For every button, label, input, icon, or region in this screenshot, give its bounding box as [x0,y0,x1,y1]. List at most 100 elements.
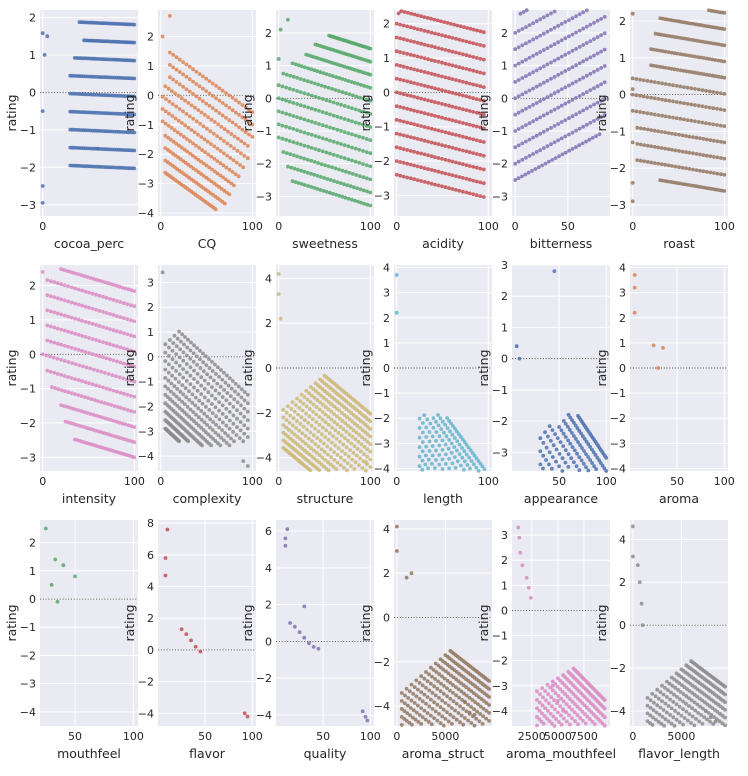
data-point [638,110,642,114]
data-point [187,389,191,394]
data-point [693,103,697,107]
data-point [419,690,424,694]
data-point [660,81,664,86]
data-point [349,197,354,202]
data-point [178,389,183,394]
data-point [422,692,427,697]
data-point [111,358,116,363]
data-point [476,459,481,463]
data-point [313,147,318,151]
data-point [722,43,727,48]
data-point [206,381,211,386]
data-point [170,373,175,378]
data-point [430,691,435,695]
data-point [434,458,438,462]
data-point [411,715,415,720]
data-point [430,444,435,448]
data-point [172,128,177,133]
data-point [639,601,644,606]
data-point [663,717,668,722]
data-point [434,448,438,453]
data-point [310,417,315,421]
data-point [553,156,558,161]
data-point [76,302,81,307]
data-point [528,596,533,600]
data-point [349,80,354,84]
data-point [537,709,542,713]
data-point [665,710,669,715]
data-point [215,146,220,151]
data-point [513,63,518,68]
data-point [422,83,427,88]
data-point [705,170,709,174]
data-point [302,143,307,148]
data-point [132,425,137,429]
data-point [199,172,204,176]
data-point [481,706,486,711]
data-point [454,105,458,110]
data-point [171,341,176,345]
data-point [687,167,692,171]
data-point [521,10,526,14]
data-point [447,466,451,471]
data-point [398,118,403,123]
data-point [574,437,578,441]
data-point [298,77,303,81]
data-point [211,420,216,424]
data-point [45,34,50,39]
data-point [666,66,671,71]
data-point [684,134,688,138]
data-point [516,176,521,181]
y-tick-label: 1 [383,337,390,350]
x-tick-label: 50 [552,475,566,488]
data-point [338,463,343,467]
data-point [201,74,205,79]
data-point [541,453,546,458]
data-point [125,347,130,352]
data-point [398,132,403,137]
data-point [649,79,653,84]
data-point [106,417,110,421]
data-point [538,692,542,697]
y-axis-label: rating [4,604,19,641]
data-point [346,196,351,201]
data-point [331,113,336,118]
data-point [224,103,228,108]
data-point [480,722,485,726]
data-point [670,147,674,152]
y-tick-label: 0 [383,362,390,375]
data-point [451,683,455,687]
data-point [357,121,362,126]
data-point [204,363,209,367]
data-point [55,356,60,361]
data-point [49,583,54,587]
data-point [471,165,476,169]
data-point [325,177,330,181]
data-point [719,75,724,80]
data-point [76,393,81,397]
x-tick-label: 100 [360,220,381,233]
data-point [297,428,302,433]
data-point [580,446,584,450]
data-point [217,374,222,379]
data-point [214,422,219,427]
data-point [598,719,603,724]
data-point [414,678,419,683]
data-point [447,117,451,122]
data-point [126,287,131,292]
data-point [340,90,345,95]
data-point [237,100,242,105]
data-point [174,352,179,356]
data-point [342,130,347,135]
data-point [423,462,428,467]
data-point [547,462,551,467]
data-point [218,443,223,448]
data-point [87,320,91,325]
data-point [577,12,582,17]
data-point [245,144,250,148]
data-point [177,107,182,111]
data-point [342,117,347,121]
data-point [464,443,469,447]
y-axis-label: rating [122,349,137,386]
data-point [648,706,653,710]
